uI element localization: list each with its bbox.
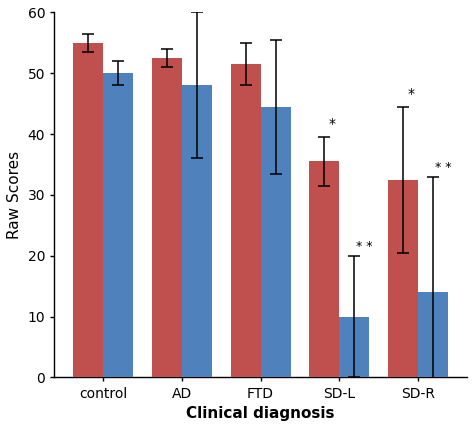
Bar (152, 58, 182, 377)
Bar (182, 86, 212, 377)
Text: * *: * * (435, 160, 451, 174)
Bar (231, 64, 261, 377)
X-axis label: Clinical diagnosis: Clinical diagnosis (186, 406, 335, 421)
Bar (388, 180, 419, 377)
Bar (103, 73, 133, 377)
Bar (310, 161, 339, 377)
Text: *: * (328, 117, 336, 131)
Bar (73, 43, 103, 377)
Bar (339, 317, 369, 377)
Bar (261, 107, 291, 377)
Y-axis label: Raw Scores: Raw Scores (7, 151, 22, 239)
Text: * *: * * (356, 240, 373, 253)
Text: *: * (407, 86, 414, 101)
Bar (419, 292, 448, 377)
